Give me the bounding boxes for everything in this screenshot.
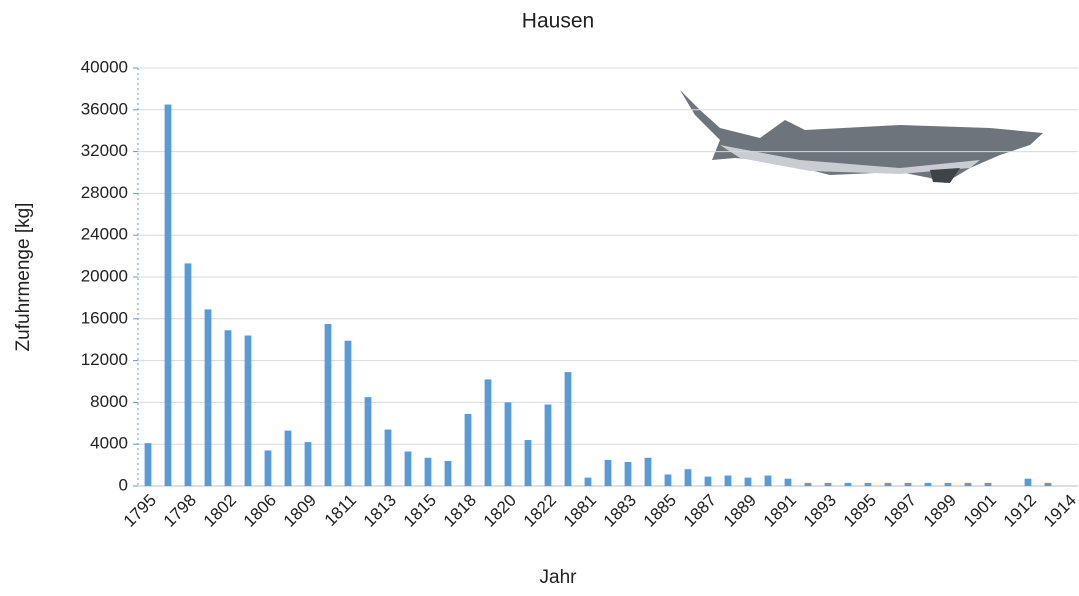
- bar: [764, 475, 772, 486]
- bar: [884, 482, 892, 486]
- x-tick-label: 1901: [960, 491, 1000, 531]
- bar: [644, 457, 652, 486]
- bar: [304, 442, 312, 486]
- x-tick-label: 1914: [1040, 491, 1079, 531]
- x-axis-title: Jahr: [540, 567, 578, 588]
- y-tick-label: 4000: [90, 434, 128, 453]
- x-tick-label: 1893: [800, 491, 840, 531]
- bar: [344, 340, 352, 486]
- x-tick-label: 1881: [560, 491, 600, 531]
- y-tick-label: 20000: [81, 266, 128, 285]
- bar: [264, 450, 272, 486]
- bar: [704, 476, 712, 486]
- bar: [684, 469, 692, 486]
- bar: [184, 263, 192, 486]
- bar: [864, 482, 872, 486]
- bar: [784, 478, 792, 486]
- x-tick-label: 1895: [840, 491, 880, 531]
- x-tick-label: 1889: [720, 491, 760, 531]
- bar: [364, 397, 372, 486]
- bar: [984, 482, 992, 486]
- y-tick-label: 8000: [90, 392, 128, 411]
- x-tick-label: 1809: [280, 491, 320, 531]
- bar: [244, 335, 252, 486]
- bar: [464, 413, 472, 486]
- bar: [744, 477, 752, 486]
- bar: [564, 372, 572, 486]
- bar: [404, 451, 412, 486]
- bar: [544, 404, 552, 486]
- bar: [324, 324, 332, 486]
- bar: [844, 482, 852, 486]
- x-tick-label: 1802: [200, 491, 240, 531]
- y-tick-label: 36000: [81, 99, 128, 118]
- y-axis-title: Zufuhrmenge [kg]: [13, 203, 34, 352]
- x-tick-label: 1912: [1000, 491, 1040, 531]
- x-tick-label: 1883: [600, 491, 640, 531]
- x-tick-label: 1899: [920, 491, 960, 531]
- y-tick-label: 16000: [81, 308, 128, 327]
- x-tick-label: 1815: [400, 491, 440, 531]
- x-tick-label: 1887: [680, 491, 720, 531]
- bar: [384, 429, 392, 486]
- bar: [164, 104, 172, 486]
- bar: [944, 482, 952, 486]
- x-tick-label: 1897: [880, 491, 920, 531]
- x-tick-label: 1806: [240, 491, 280, 531]
- x-tick-label: 1891: [760, 491, 800, 531]
- x-tick-label: 1885: [640, 491, 680, 531]
- bar: [584, 477, 592, 486]
- bar: [484, 379, 492, 486]
- bar: [624, 461, 632, 486]
- y-tick-label: 24000: [81, 225, 128, 244]
- bar: [664, 474, 672, 486]
- y-tick-label: 12000: [81, 350, 128, 369]
- bar: [504, 402, 512, 486]
- bar: [1024, 478, 1032, 486]
- x-tick-label: 1813: [360, 491, 400, 531]
- x-tick-label: 1820: [480, 491, 520, 531]
- bar: [824, 482, 832, 486]
- bar: [284, 430, 292, 486]
- bar: [144, 443, 152, 486]
- bar: [724, 475, 732, 486]
- bar: [224, 330, 232, 486]
- x-tick-label: 1798: [160, 491, 200, 531]
- y-tick-label: 32000: [81, 141, 128, 160]
- bar: [924, 482, 932, 486]
- bar: [524, 440, 532, 486]
- bar: [444, 460, 452, 486]
- bar: [204, 309, 212, 486]
- x-tick-label: 1818: [440, 491, 480, 531]
- bar: [964, 482, 972, 486]
- bar: [424, 457, 432, 486]
- bar: [604, 459, 612, 486]
- x-tick-label: 1811: [321, 491, 360, 530]
- x-tick-label: 1795: [120, 491, 160, 531]
- y-tick-label: 0: [119, 475, 128, 494]
- bar: [804, 482, 812, 486]
- bar: [904, 482, 912, 486]
- bar: [1044, 482, 1052, 486]
- y-tick-label: 40000: [81, 57, 128, 76]
- x-tick-label: 1822: [520, 491, 560, 531]
- chart-title: Hausen: [522, 10, 594, 33]
- fish-illustration: [680, 90, 1043, 183]
- y-tick-label: 28000: [81, 183, 128, 202]
